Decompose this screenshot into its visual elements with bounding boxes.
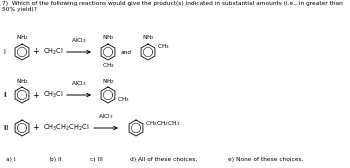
Text: c) III: c) III <box>90 157 103 162</box>
Text: d) All of these choices.: d) All of these choices. <box>130 157 197 162</box>
Text: NH$_2$: NH$_2$ <box>16 34 28 43</box>
Text: 50% yield)?: 50% yield)? <box>2 8 37 12</box>
Text: CH$_3$Cl: CH$_3$Cl <box>43 90 64 100</box>
Text: NH$_2$: NH$_2$ <box>142 34 154 43</box>
Text: II: II <box>3 92 7 98</box>
Text: 7)  Which of the following reactions would give the product(s) indicated in subs: 7) Which of the following reactions woul… <box>2 1 343 6</box>
Text: AlCl$_3$: AlCl$_3$ <box>98 112 114 121</box>
Text: +: + <box>32 123 38 133</box>
Text: a) I: a) I <box>6 157 16 162</box>
Text: CH$_3$: CH$_3$ <box>117 96 130 104</box>
Text: NH$_2$: NH$_2$ <box>16 77 28 86</box>
Text: CH$_3$: CH$_3$ <box>102 61 114 70</box>
Text: III: III <box>3 125 9 131</box>
Text: I: I <box>3 49 5 55</box>
Text: AlCl$_3$: AlCl$_3$ <box>71 36 87 45</box>
Text: AlCl$_3$: AlCl$_3$ <box>71 79 87 88</box>
Text: and: and <box>121 50 132 54</box>
Text: NH$_2$: NH$_2$ <box>102 77 114 86</box>
Text: +: + <box>32 48 38 56</box>
Text: NH$_2$: NH$_2$ <box>102 34 114 43</box>
Text: CH$_3$CH$_2$CH$_2$Cl: CH$_3$CH$_2$CH$_2$Cl <box>43 123 89 133</box>
Text: CH$_3$: CH$_3$ <box>157 43 170 51</box>
Text: +: + <box>32 91 38 99</box>
Text: CH$_2$Cl: CH$_2$Cl <box>43 47 64 57</box>
Text: b) II: b) II <box>50 157 62 162</box>
Text: e) None of these choices.: e) None of these choices. <box>228 157 303 162</box>
Text: CH$_2$CH$_2$CH$_3$: CH$_2$CH$_2$CH$_3$ <box>145 120 181 129</box>
